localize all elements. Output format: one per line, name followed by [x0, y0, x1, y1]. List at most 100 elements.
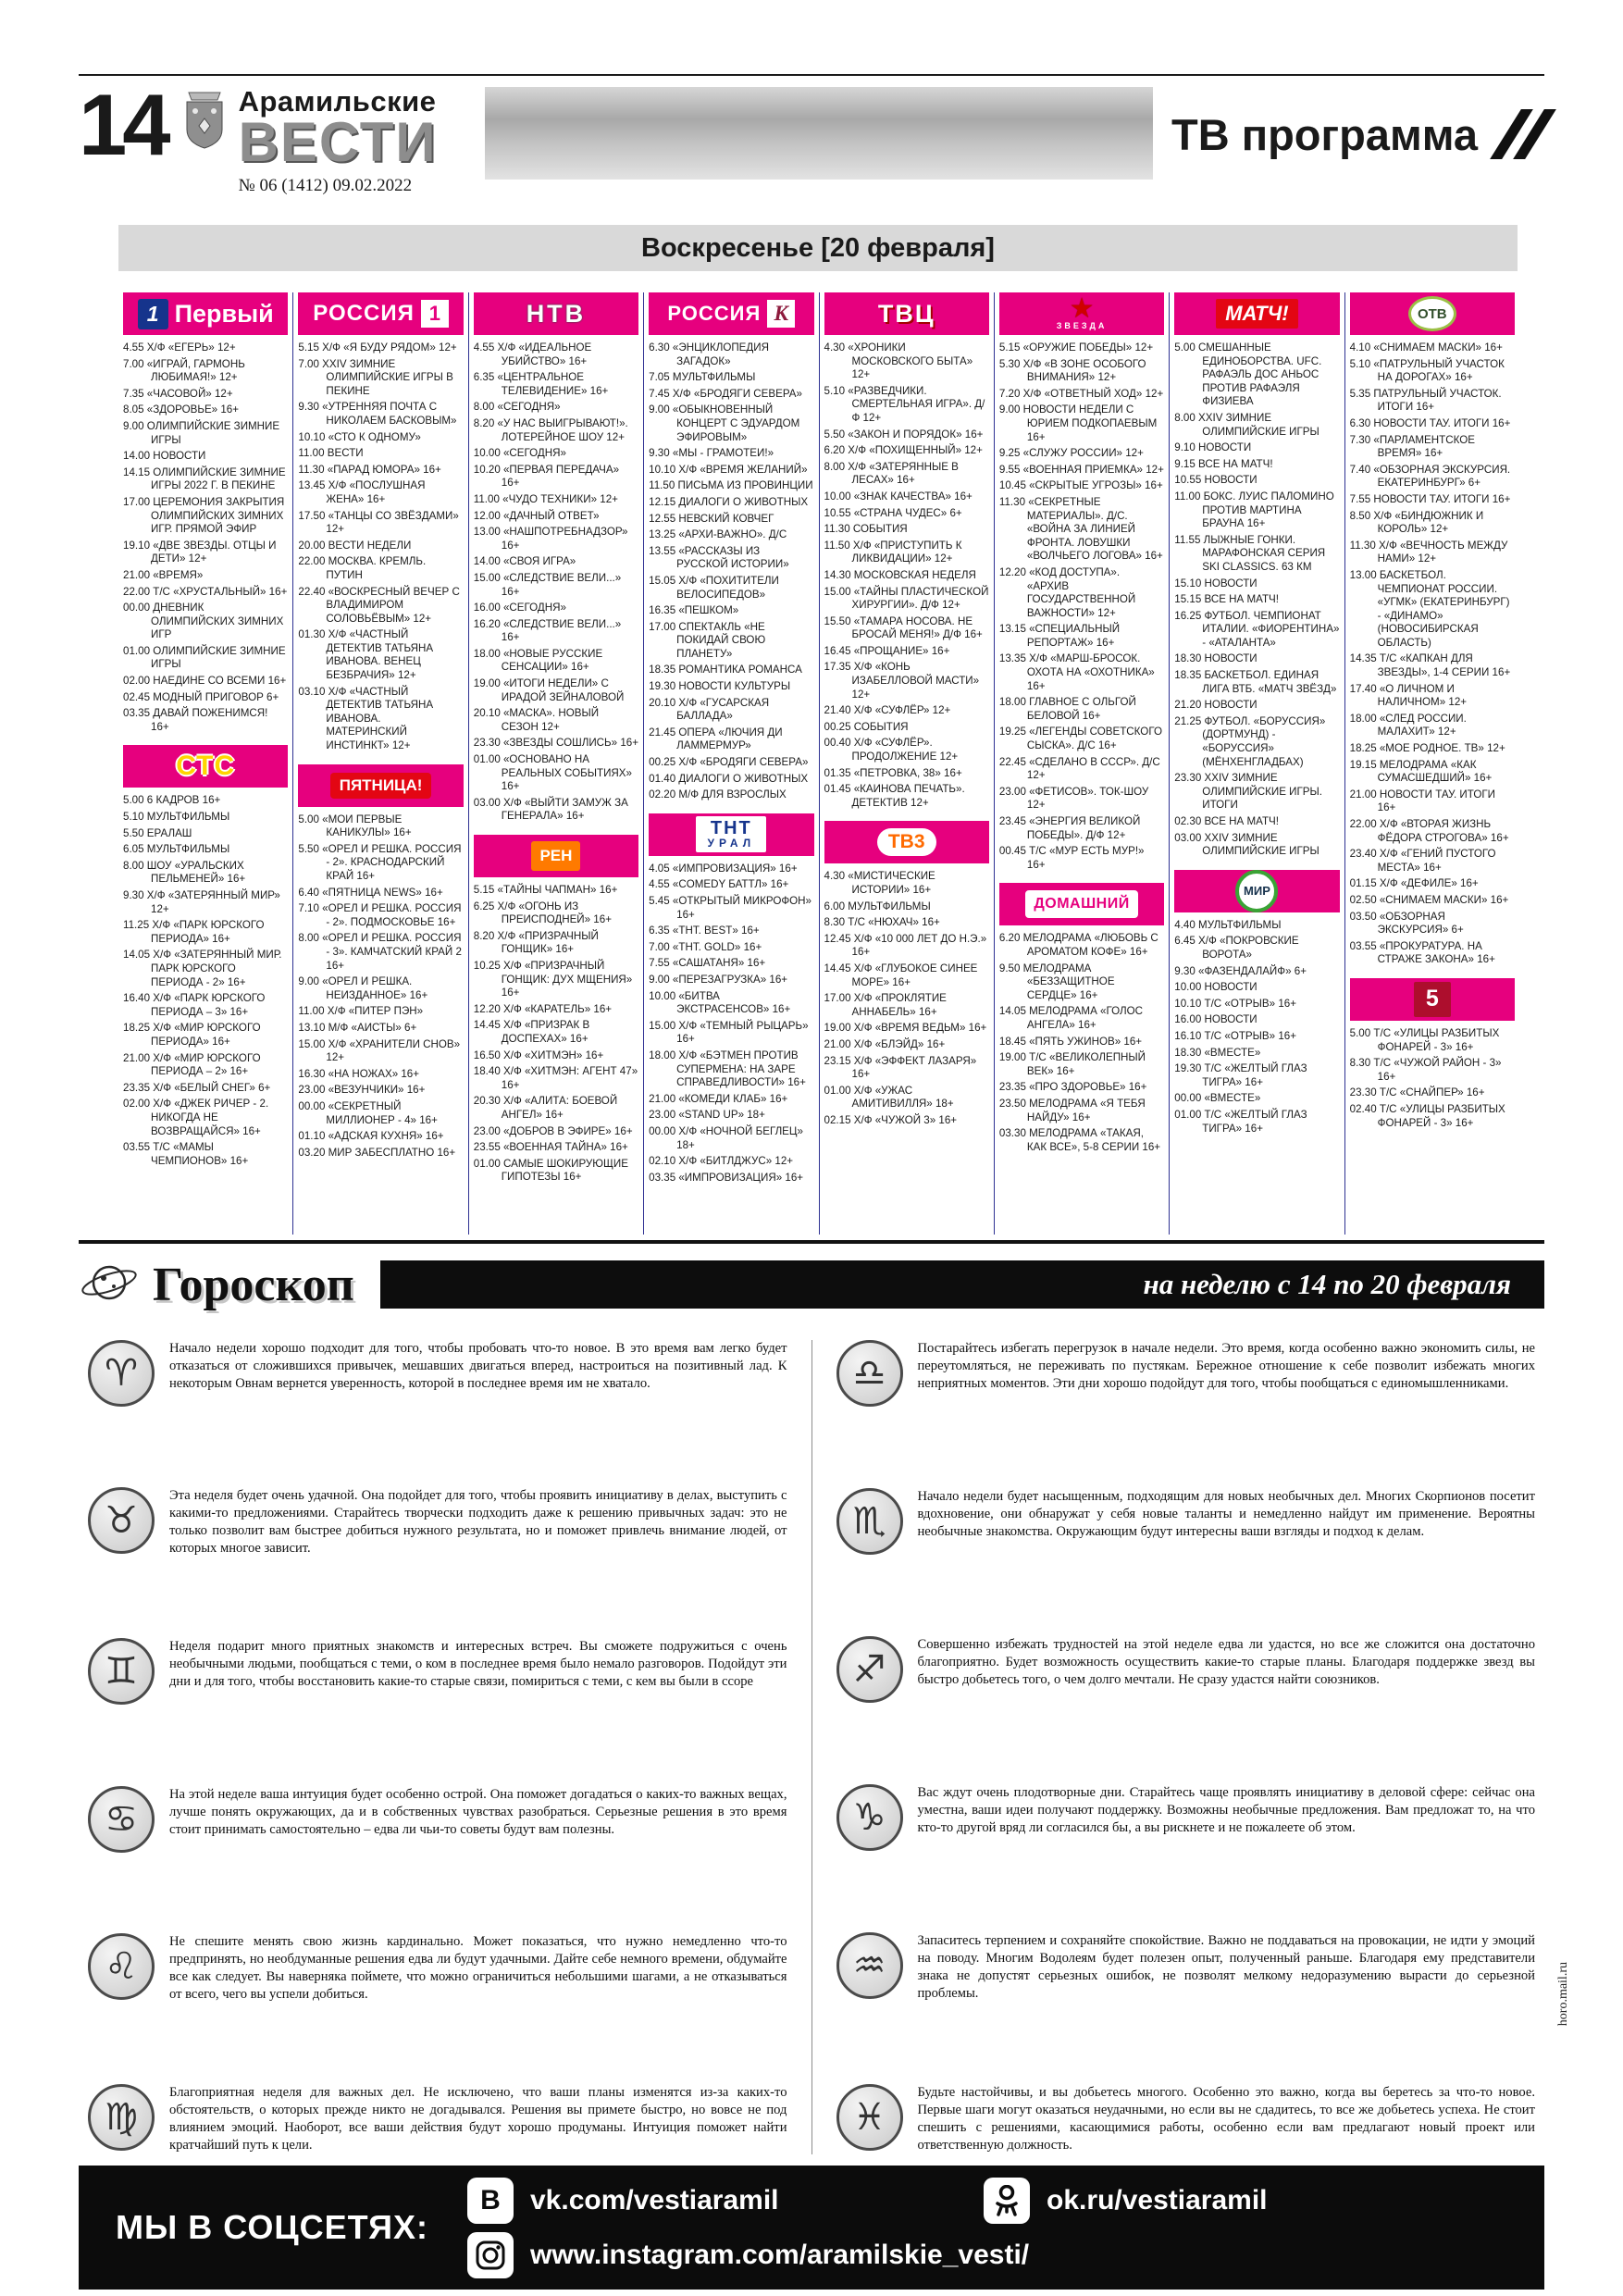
channel-logo-text2: УРАЛ	[707, 837, 756, 850]
channel-logo-pervyi-icon: 1 Первый	[137, 298, 274, 329]
program-line: 21.00 НОВОСТИ ТАУ. ИТОГИ 16+	[1349, 788, 1495, 814]
horoscope-text-gemini: Неделя подарит много приятных знакомств …	[169, 1639, 787, 1690]
program-line: 21.00 Х/Ф «БЛЭЙД» 16+	[824, 1037, 946, 1050]
program-line: 02.20 М/Ф ДЛЯ ВЗРОСЛЫХ	[649, 788, 787, 801]
program-line: 20.10 «МАСКА». НОВЫЙ СЕЗОН 12+	[473, 707, 600, 733]
horoscope-text-leo: Не спешите менять свою жизнь кардинально…	[169, 1933, 787, 2002]
program-line: 02.40 Т/С «УЛИЦЫ РАЗБИТЫХ ФОНАРЕЙ - 3» 1…	[1349, 1102, 1505, 1129]
program-list-ren: 5.15 «ТАЙНЫ ЧАПМАН» 16+ 6.25 Х/Ф «ОГОНЬ И…	[474, 884, 638, 1185]
zodiac-scorpio-icon: ♏	[836, 1488, 903, 1556]
program-line: 5.50 ЕРАЛАШ	[123, 826, 192, 839]
program-line: 14.00 «СВОЯ ИГРА»	[473, 555, 576, 568]
program-line: 23.35 Х/Ф «БЕЛЫЙ СНЕГ» 6+	[123, 1081, 271, 1094]
tv-column: 1 Первый 4.55 Х/Ф «ЕГЕРЬ» 12+ 7.00 «ИГРАЙ, …	[118, 292, 292, 1235]
program-line: 17.00 Х/Ф «ПРОКЛЯТИЕ АННАБЕЛЬ» 16+	[824, 992, 947, 1018]
program-line: 6.45 Х/Ф «ПОКРОВСКИЕ ВОРОТА»	[1174, 935, 1299, 961]
program-line: 03.00 XXIV ЗИМНИЕ ОЛИМПИЙСКИЕ ИГРЫ	[1174, 831, 1319, 858]
program-line: 16.45 «ПРОЩАНИЕ» 16+	[824, 644, 950, 657]
horoscope-subtitle: на неделю с 14 по 20 февраля	[1143, 1268, 1512, 1300]
channel-header-rossiya1: РОССИЯ 1	[298, 292, 464, 335]
program-line: 4.30 «ХРОНИКИ МОСКОВСКОГО БЫТА» 12+	[824, 341, 973, 381]
horoscope-entry-scorpio: ♏ Начало недели будет насыщенным, подходя…	[836, 1488, 1535, 1556]
horoscope-entry-libra: ♎ Постарайтесь избегать перегрузок в нача…	[836, 1340, 1535, 1407]
tv-column: ★ ЗВЕЗДА 5.15 «ОРУЖИЕ ПОБЕДЫ» 12+ 5.30 Х/Ф …	[993, 292, 1169, 1235]
program-line: 10.20 «ПЕРВАЯ ПЕРЕДАЧА» 16+	[473, 463, 620, 490]
program-line: 13.10 М/Ф «АИСТЫ» 6+	[298, 1021, 417, 1034]
program-line: 10.45 «СКРЫТЫЕ УГРОЗЫ» 16+	[998, 479, 1163, 492]
program-line: 21.00 Х/Ф «МИР ЮРСКОГО ПЕРИОДА – 2» 16+	[123, 1051, 261, 1078]
program-line: 12.20 «КОД ДОСТУПА». «АРХИВ ГОСУДАРСТВЕН…	[998, 565, 1136, 619]
program-line: 18.25 Х/Ф «МИР ЮРСКОГО ПЕРИОДА» 16+	[123, 1022, 261, 1048]
program-line: 17.35 Х/Ф «КОНЬ ИЗАБЕЛЛОВОЙ МАСТИ» 12+	[824, 661, 980, 701]
program-line: 19.00 Т/С «ВЕЛИКОЛЕПНЫЙ ВЕК» 16+	[998, 1051, 1146, 1077]
program-line: 8.00 Х/Ф «ЗАТЕРЯННЫЕ В ЛЕСАХ» 16+	[824, 460, 959, 487]
program-line: 10.10 «СТО К ОДНОМУ»	[298, 430, 421, 443]
program-line: 11.30 «ПАРАД ЮМОРА» 16+	[298, 463, 441, 476]
program-line: 7.45 Х/Ф «БРОДЯГИ СЕВЕРА»	[649, 387, 802, 400]
program-line: 4.10 «СНИМАЕМ МАСКИ» 16+	[1349, 341, 1503, 354]
program-line: 13.00 БАСКЕТБОЛ. ЧЕМПИОНАТ РОССИИ. «УГМК…	[1349, 568, 1510, 649]
program-line: 23.30 «ЗВЕЗДЫ СОШЛИСЬ» 16+	[473, 737, 639, 750]
instagram-link: www.instagram.com/aramilskie_vesti/	[467, 2231, 1526, 2278]
program-line: 4.55 Х/Ф «ИДЕАЛЬНОЕ УБИЙСТВО» 16+	[473, 341, 592, 367]
program-line: 13.00 «НАШПОТРЕБНАДЗОР» 16+	[473, 526, 628, 552]
channel-logo-text: ТВЦ	[877, 299, 935, 328]
horoscope-text-taurus: Эта неделя будет очень удачной. Она подо…	[169, 1488, 787, 1557]
program-line: 4.55 «COMEDY БАТТЛ» 16+	[649, 878, 789, 891]
program-line: 20.30 Х/Ф «АЛИТА: БОЕВОЙ АНГЕЛ» 16+	[473, 1095, 618, 1121]
horoscope-entry-taurus: ♉ Эта неделя будет очень удачной. Она под…	[88, 1487, 787, 1558]
program-line: 17.50 «ТАНЦЫ СО ЗВЁЗДАМИ» 12+	[298, 509, 459, 536]
tv-column: НТВ 4.55 Х/Ф «ИДЕАЛЬНОЕ УБИЙСТВО» 16+ 6.35…	[467, 292, 643, 1235]
horoscope-source: horo.mail.ru	[1556, 1962, 1570, 2027]
channel-header-ren: РЕН	[473, 835, 639, 877]
channel-header-tvc: ТВЦ	[824, 292, 989, 335]
program-line: 22.00 МОСКВА. КРЕМЛЬ. ПУТИН	[298, 555, 427, 581]
program-line: 11.50 ПИСЬМА ИЗ ПРОВИНЦИИ	[649, 479, 813, 492]
horoscope-title: Гороскоп	[153, 1258, 354, 1311]
horoscope-entry-sagittarius: ♐ Совершенно избежать трудностей на этой …	[836, 1636, 1535, 1704]
program-line: 23.55 «ВОЕННАЯ ТАЙНА» 16+	[473, 1141, 628, 1154]
channel-logo-domashniy-icon: ДОМАШНИЙ	[1025, 890, 1138, 919]
section-divider	[79, 1240, 1544, 1244]
horoscope-entry-gemini: ♊ Неделя подарит много приятных знакомств…	[88, 1638, 787, 1706]
program-line: 14.05 МЕЛОДРАМА «ГОЛОС АНГЕЛА» 16+	[998, 1005, 1143, 1031]
program-line: 18.30 НОВОСТИ	[1174, 652, 1258, 665]
program-line: 7.55 НОВОСТИ ТАУ. ИТОГИ 16+	[1349, 492, 1511, 505]
program-line: 8.00 «ОРЕЛ И РЕШКА. РОССИЯ - 3». КАМЧАТС…	[298, 932, 462, 972]
channel-header-five: 5	[1349, 977, 1515, 1021]
program-line: 9.25 «СЛУЖУ РОССИИ» 12+	[998, 447, 1144, 460]
program-line: 15.05 Х/Ф «ПОХИТИТЕЛИ ВЕЛОСИПЕДОВ»	[649, 574, 779, 601]
program-line: 9.00 НОВОСТИ НЕДЕЛИ С ЮРИЕМ ПОДКОПАЕВЫМ …	[998, 403, 1158, 443]
zodiac-gemini-icon: ♊	[88, 1638, 155, 1706]
horoscope-entry-leo: ♌ Не спешите менять свою жизнь кардинальн…	[88, 1932, 787, 2004]
program-line: 13.55 «РАССКАЗЫ ИЗ РУССКОЙ ИСТОРИИ»	[649, 544, 789, 571]
program-line: 15.00 Х/Ф «ХРАНИТЕЛИ СНОВ» 12+	[298, 1037, 461, 1064]
channel-block-sts: СТС 5.00 6 КАДРОВ 16+ 5.10 МУЛЬТФИЛЬМЫ 5.50…	[123, 745, 289, 1168]
channel-logo-ren-icon: РЕН	[531, 841, 581, 871]
channel-logo-tvc-icon: ТВЦ	[878, 300, 935, 329]
program-line: 03.35 ДАВАЙ ПОЖЕНИМСЯ! 16+	[123, 707, 268, 733]
zodiac-aries-icon: ♈	[88, 1340, 155, 1407]
program-line: 16.00 НОВОСТИ	[1174, 1013, 1258, 1026]
program-line: 18.00 «НОВЫЕ РУССКИЕ СЕНСАЦИИ» 16+	[473, 647, 603, 674]
horoscope-entry-pisces: ♓ Будьте настойчивы, и вы добьетесь много…	[836, 2084, 1536, 2154]
program-list-pervyi: 4.55 Х/Ф «ЕГЕРЬ» 12+ 7.00 «ИГРАЙ, ГАРМОНЬ…	[123, 341, 288, 734]
program-line: 10.55 НОВОСТИ	[1174, 474, 1258, 487]
brand-name-bottom: ВЕСТИ	[238, 111, 438, 173]
channel-block-mir: МИР 4.40 МУЛЬТФИЛЬМЫ 6.45 Х/Ф «ПОКРОВСКИЕ …	[1174, 869, 1340, 1136]
channel-header-otv: ОТВ	[1349, 292, 1515, 335]
horoscope-text-pisces: Будьте настойчивы, и вы добьетесь многог…	[917, 2085, 1536, 2153]
vk-link: B vk.com/vestiaramil	[467, 2177, 984, 2224]
program-line: 23.40 Х/Ф «ГЕНИЙ ПУСТОГО МЕСТА» 16+	[1349, 848, 1496, 874]
program-line: 23.45 «ЭНЕРГИЯ ВЕЛИКОЙ ПОБЕДЫ». Д/Ф 12+	[998, 815, 1141, 841]
program-line: 6.25 Х/Ф «ОГОНЬ ИЗ ПРЕИСПОДНЕЙ» 16+	[473, 900, 612, 926]
channel-logo-zvezda-icon: ★ ЗВЕЗДА	[1057, 295, 1108, 330]
program-line: 19.30 Т/С «ЖЕЛТЫЙ ГЛАЗ ТИГРА» 16+	[1174, 1062, 1307, 1088]
program-line: 16.30 «НА НОЖАХ» 16+	[298, 1067, 420, 1080]
program-line: 17.00 СПЕКТАКЛЬ «НЕ ПОКИДАЙ СВОЮ ПЛАНЕТУ…	[649, 620, 766, 660]
program-line: 17.40 «О ЛИЧНОМ И НАЛИЧНОМ» 12+	[1349, 682, 1468, 709]
program-line: 7.00 «ТНТ. GOLD» 16+	[649, 940, 762, 953]
program-line: 8.05 «ЗДОРОВЬЕ» 16+	[123, 403, 240, 416]
program-line: 4.30 «МИСТИЧЕСКИЕ ИСТОРИИ» 16+	[824, 870, 935, 896]
